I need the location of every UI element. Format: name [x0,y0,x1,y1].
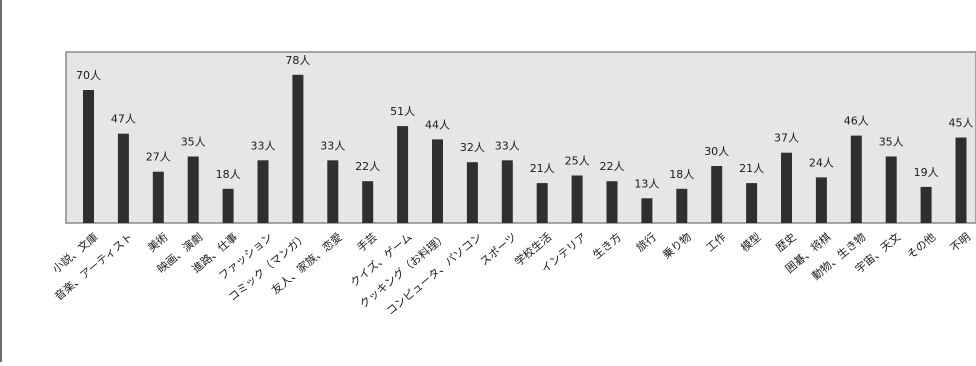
bar [571,175,583,223]
data-label: 21人 [530,162,555,175]
data-label: 37人 [774,132,799,145]
bar [327,160,339,223]
bar [955,137,967,223]
bar [292,74,304,223]
category-label: 模型 [738,230,764,255]
data-label: 24人 [809,156,834,169]
bar [83,90,94,223]
data-label: 33人 [320,139,345,152]
category-label: 美術 [145,230,170,254]
bar [676,188,688,223]
bar [152,171,164,223]
bar [536,183,548,223]
data-label: 27人 [146,151,171,164]
data-label: 70人 [76,69,101,82]
category-label: 工作 [704,230,729,254]
data-label: 46人 [844,115,869,128]
bar [781,152,792,223]
data-label: 18人 [216,168,241,181]
category-label: 不明 [948,230,973,254]
bar [920,186,932,223]
category-label: 乗り物 [660,230,694,262]
category-label: その他 [905,230,939,261]
category-label: 歴史 [773,230,798,254]
data-label: 45人 [949,117,974,130]
data-label: 51人 [390,105,415,118]
data-label: 33人 [251,139,276,152]
category-label: 手芸 [354,230,380,255]
data-label: 13人 [634,177,659,190]
bar [850,135,862,223]
bar [746,183,758,223]
data-label: 22人 [600,160,625,173]
data-label: 33人 [495,139,520,152]
data-label: 44人 [425,118,450,131]
data-label: 78人 [285,54,310,67]
data-label: 21人 [739,162,764,175]
bar-series [83,74,967,223]
bar [222,188,234,223]
bar [641,198,653,223]
bar [432,139,443,223]
data-label: 19人 [914,166,939,179]
data-labels: 70人 47人 27人 35人 18人 33人 78人 33人 22人 51人 44人 32人 33人 2… [76,54,974,191]
bar [397,126,409,223]
data-label: 22人 [355,160,380,173]
bar [362,181,374,223]
data-label: 35人 [181,136,206,149]
data-label: 18人 [669,168,694,181]
data-label: 32人 [460,141,485,154]
category-label: 生き方 [590,230,624,262]
bar [117,133,129,223]
bar [501,160,513,223]
bar [885,156,897,223]
data-label: 25人 [565,155,590,168]
data-label: 47人 [111,113,136,126]
bar [257,160,269,223]
bar [466,162,478,223]
category-label: 旅行 [633,230,659,255]
bar [606,181,618,223]
bar [815,177,827,223]
bar [187,156,199,223]
data-label: 30人 [704,145,729,158]
category-label: スポーツ [477,230,519,268]
bar [711,166,723,223]
data-label: 35人 [879,136,904,149]
